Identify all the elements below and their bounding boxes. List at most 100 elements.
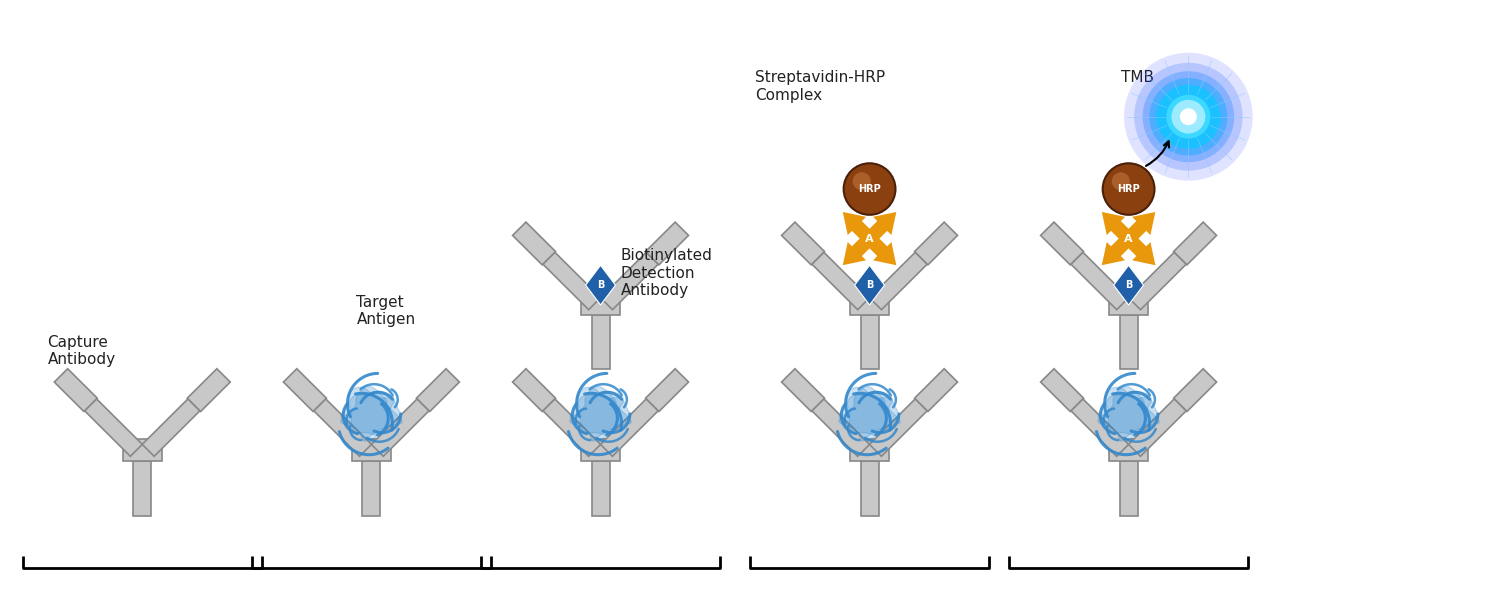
Polygon shape [1098,386,1160,441]
Polygon shape [513,222,555,265]
Text: TMB: TMB [1120,70,1154,85]
Polygon shape [340,386,402,441]
Polygon shape [812,252,870,310]
Polygon shape [1128,252,1186,310]
Polygon shape [1108,439,1149,461]
Polygon shape [870,252,927,310]
Polygon shape [1106,388,1158,436]
Polygon shape [543,252,600,310]
Polygon shape [1128,399,1186,456]
Text: A: A [1125,233,1132,244]
Polygon shape [864,233,892,262]
Polygon shape [188,369,231,412]
Polygon shape [1124,215,1152,244]
Text: Capture
Antibody: Capture Antibody [48,335,116,367]
Polygon shape [543,399,600,456]
Polygon shape [417,369,459,412]
Text: HRP: HRP [858,184,880,194]
Circle shape [1112,172,1130,190]
Polygon shape [1071,399,1128,456]
Polygon shape [123,439,162,461]
Circle shape [1124,53,1252,181]
Polygon shape [84,399,142,456]
Polygon shape [645,369,688,412]
Polygon shape [1041,369,1083,412]
Polygon shape [1113,265,1143,305]
Circle shape [843,163,896,215]
Polygon shape [591,461,609,516]
Polygon shape [645,222,688,265]
Polygon shape [846,215,874,244]
Polygon shape [578,388,630,436]
Circle shape [1167,95,1210,139]
Polygon shape [600,399,658,456]
Polygon shape [600,252,658,310]
Circle shape [1172,100,1206,134]
Polygon shape [1098,391,1152,441]
Polygon shape [142,399,200,456]
Polygon shape [861,461,879,516]
Polygon shape [782,222,825,265]
Polygon shape [591,315,609,370]
Polygon shape [570,391,624,441]
Polygon shape [915,369,957,412]
Polygon shape [1071,252,1128,310]
Polygon shape [580,293,621,315]
Polygon shape [1106,215,1134,244]
Polygon shape [864,215,892,244]
Polygon shape [54,369,98,412]
Polygon shape [873,212,897,235]
Polygon shape [314,399,372,456]
Text: A: A [865,233,874,244]
Polygon shape [580,439,621,461]
Polygon shape [1132,212,1155,235]
Polygon shape [363,461,381,516]
Polygon shape [846,388,898,436]
Polygon shape [839,386,900,441]
Polygon shape [1119,461,1137,516]
Polygon shape [850,439,889,461]
Text: B: B [865,280,873,290]
Polygon shape [915,222,957,265]
Polygon shape [861,315,879,370]
Polygon shape [1102,212,1125,235]
Polygon shape [1124,233,1152,262]
Polygon shape [1132,242,1155,265]
Circle shape [1156,85,1221,149]
Polygon shape [284,369,327,412]
Polygon shape [873,242,897,265]
Polygon shape [1108,293,1149,315]
Polygon shape [1041,222,1083,265]
Polygon shape [1173,369,1216,412]
Text: B: B [1125,280,1132,290]
Text: Target
Antigen: Target Antigen [357,295,416,328]
Polygon shape [1173,222,1216,265]
Circle shape [1143,71,1234,162]
Polygon shape [843,212,866,235]
Polygon shape [1119,315,1137,370]
Circle shape [1149,78,1227,155]
Text: B: B [597,280,604,290]
Polygon shape [855,265,885,305]
Polygon shape [846,233,874,262]
Text: HRP: HRP [1118,184,1140,194]
Polygon shape [340,391,394,441]
Circle shape [1102,163,1155,215]
Polygon shape [585,265,615,305]
Polygon shape [812,399,870,456]
Polygon shape [348,388,400,436]
Polygon shape [1106,233,1134,262]
Polygon shape [134,461,152,516]
Polygon shape [843,242,866,265]
Circle shape [1134,63,1242,170]
Circle shape [852,172,871,190]
Text: Biotinylated
Detection
Antibody: Biotinylated Detection Antibody [621,248,712,298]
Polygon shape [372,399,429,456]
Polygon shape [1102,242,1125,265]
Polygon shape [351,439,392,461]
Polygon shape [513,369,555,412]
Polygon shape [850,293,889,315]
Circle shape [1180,108,1197,125]
Polygon shape [839,391,892,441]
Text: Streptavidin-HRP
Complex: Streptavidin-HRP Complex [754,70,885,103]
